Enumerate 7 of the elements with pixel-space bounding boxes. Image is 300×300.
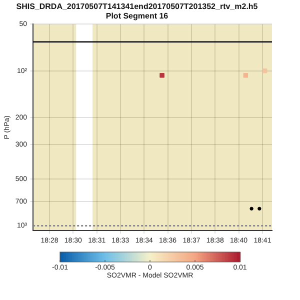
point bbox=[160, 73, 164, 78]
point bbox=[250, 206, 254, 211]
chart-title: SHIS_DRDA_20170507T141341end20170507T201352_rtv_m2.h5 bbox=[16, 2, 258, 12]
point bbox=[262, 68, 268, 74]
chart-subtitle: Plot Segment 16 bbox=[106, 12, 169, 21]
point bbox=[258, 206, 262, 211]
point bbox=[243, 73, 248, 78]
